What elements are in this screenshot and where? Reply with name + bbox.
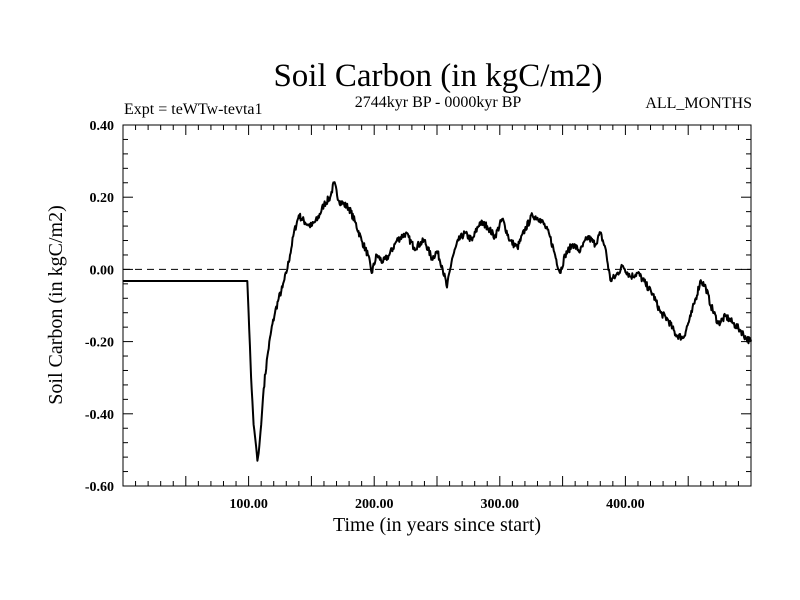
- y-tick-label: -0.60: [85, 480, 114, 495]
- y-tick-label: -0.20: [85, 336, 114, 351]
- y-axis-title: Soil Carbon (in kgC/m2): [45, 205, 67, 404]
- season-label: ALL_MONTHS: [645, 95, 752, 112]
- chart-title: Soil Carbon (in kgC/m2): [273, 58, 602, 94]
- x-tick-label: 300.00: [481, 497, 520, 512]
- experiment-label: Expt = teWTw-tevta1: [124, 101, 263, 118]
- y-tick-label: -0.40: [85, 408, 114, 423]
- y-tick-label: 0.20: [90, 191, 115, 206]
- series-line-soil-carbon: [123, 181, 752, 462]
- y-tick-label: 0.00: [90, 263, 115, 278]
- x-axis-title: Time (in years since start): [333, 514, 541, 536]
- x-tick-label: 200.00: [355, 497, 394, 512]
- y-tick-label: 0.40: [90, 119, 115, 134]
- x-tick-label: 100.00: [229, 497, 268, 512]
- period-subtitle: 2744kyr BP - 0000kyr BP: [355, 94, 522, 111]
- x-tick-label: 400.00: [606, 497, 645, 512]
